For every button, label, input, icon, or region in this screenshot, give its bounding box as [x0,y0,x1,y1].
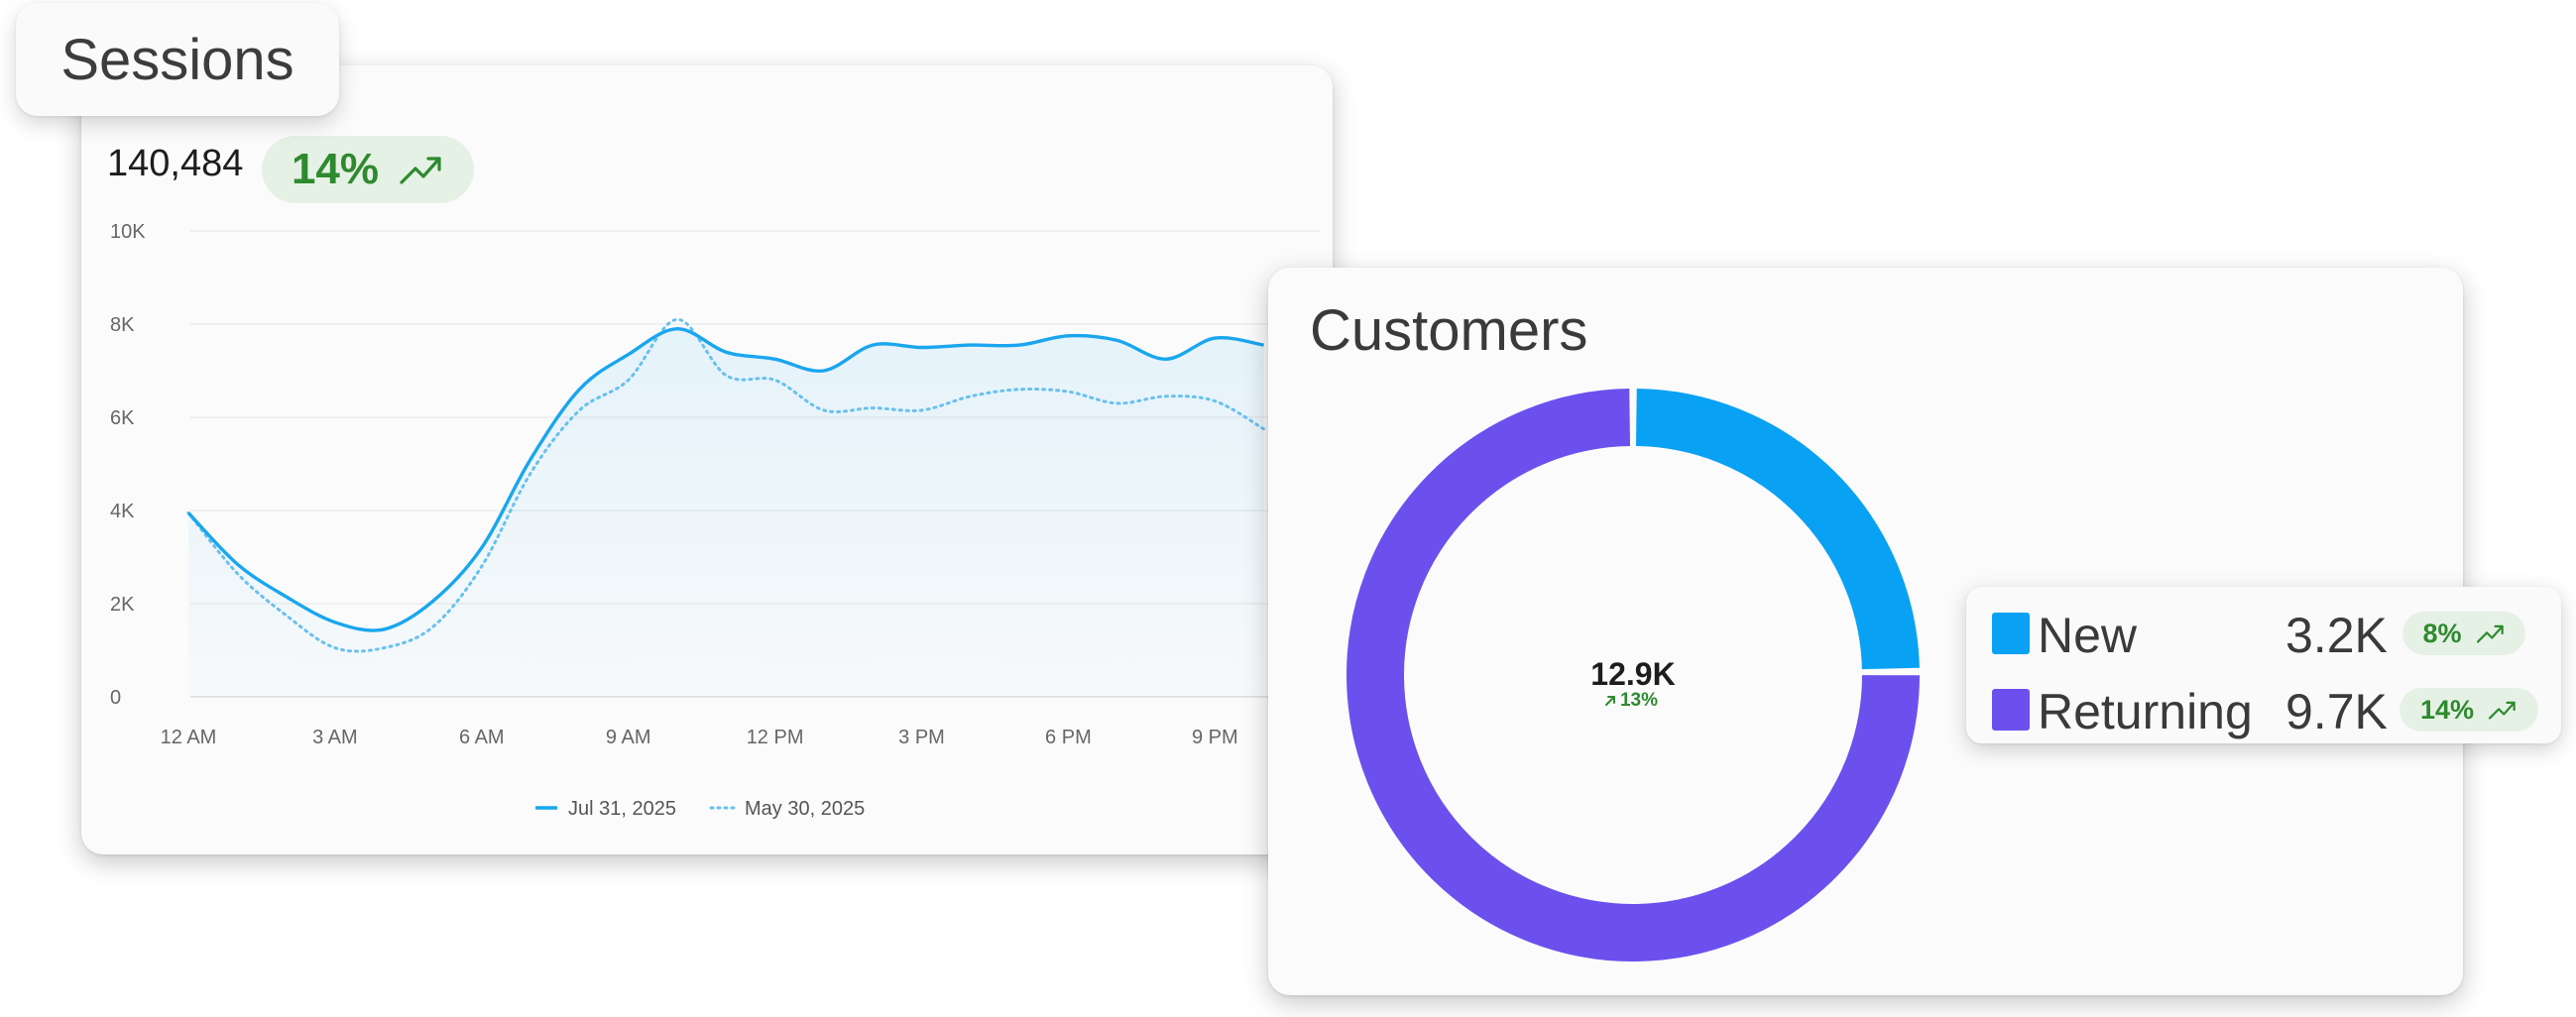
sessions-tab[interactable]: Sessions [16,3,339,116]
sessions-title: Sessions [60,27,294,92]
donut-segment-returning [1347,389,1920,961]
x-tick-label: 3 PM [898,727,945,748]
trend-up-icon [2488,701,2516,720]
x-tick-label: 3 AM [312,727,358,748]
sessions-total: 140,484 [107,143,244,184]
legend-label: Returning [2038,684,2253,739]
legend-value: 3.2K [2285,608,2388,663]
legend-change-badge: 8% [2402,612,2525,655]
customers-legend: New 3.2K 8% Returning 9.7K 14% [1966,587,2561,743]
donut-center-value: 12.9K [1590,656,1675,692]
legend-label: New [2038,608,2138,663]
x-tick-label: 6 AM [459,727,505,748]
y-tick-label: 2K [110,594,135,616]
x-tick-label: 12 PM [747,727,804,748]
legend-change-badge: 14% [2400,688,2538,732]
x-tick-label: 9 AM [606,727,651,748]
legend-label-jul-31: Jul 31, 2025 [568,798,676,820]
customers-title: Customers [1310,298,1588,363]
legend-value: 9.7K [2285,684,2388,739]
legend-swatch-new [1992,613,2030,654]
y-tick-label: 10K [110,221,146,243]
sessions-line-chart: 0 2K 4K 6K 8K 10K 12 AM 3 AM 6 AM 9 AM 12 PM 3 PM 6 … [110,221,1321,820]
trend-up-icon [2476,624,2504,643]
legend-item-returning[interactable]: Returning 9.7K 14% [1966,679,2561,739]
x-tick-label: 12 AM [161,727,217,748]
y-tick-label: 4K [110,501,135,522]
sessions-card: 140,484 14% 0 2K 4K 6K 8K 10K 12 AM 3 AM 6 AM 9 A… [81,65,1333,854]
legend-item-new[interactable]: New 3.2K 8% [1966,603,2561,663]
series-line-may-30 [186,317,1266,653]
legend-swatch-returning [1992,689,2030,731]
sessions-change-badge: 14% [262,136,474,203]
trend-up-icon [1605,696,1615,706]
donut-segment-new [1635,389,1920,670]
legend-label-may-30: May 30, 2025 [745,798,865,820]
y-tick-label: 6K [110,407,135,429]
trend-up-icon [400,157,441,184]
donut-center-change: 13% [1620,690,1658,711]
series-line-jul-31 [186,326,1264,632]
y-tick-label: 0 [110,687,121,709]
x-tick-label: 6 PM [1045,727,1092,748]
series-area-jul-31 [188,328,1264,697]
x-tick-label: 9 PM [1192,727,1238,748]
legend-change-value: 8% [2422,618,2462,648]
legend-change-value: 14% [2419,694,2475,725]
y-tick-label: 8K [110,314,135,336]
sessions-change-value: 14% [291,145,380,193]
